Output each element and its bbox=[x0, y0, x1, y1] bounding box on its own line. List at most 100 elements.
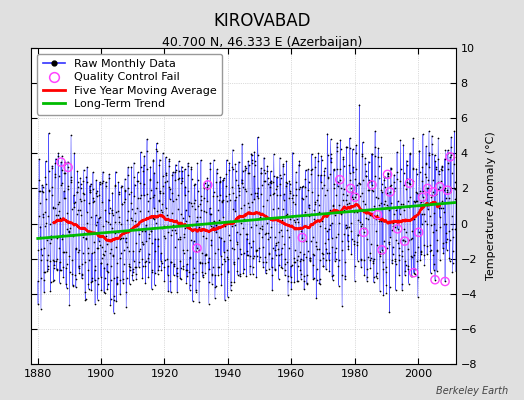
Point bbox=[307, 166, 315, 173]
Point bbox=[181, 166, 189, 172]
Point bbox=[195, 259, 204, 265]
Point bbox=[176, 258, 184, 264]
Point bbox=[327, 155, 335, 161]
Point bbox=[447, 212, 456, 219]
Point bbox=[271, 252, 280, 258]
Point bbox=[361, 224, 369, 231]
Point bbox=[58, 167, 66, 173]
Point bbox=[450, 178, 458, 185]
Point bbox=[324, 175, 332, 182]
Point bbox=[350, 209, 358, 216]
Point bbox=[206, 166, 215, 173]
Point bbox=[425, 128, 433, 134]
Point bbox=[329, 277, 337, 283]
Point bbox=[295, 158, 303, 164]
Point bbox=[206, 223, 215, 229]
Point bbox=[222, 192, 230, 199]
Point bbox=[47, 278, 55, 285]
Point bbox=[201, 252, 209, 258]
Point bbox=[162, 170, 170, 176]
Point bbox=[134, 194, 143, 201]
Point bbox=[291, 201, 300, 208]
Point bbox=[61, 160, 69, 167]
Point bbox=[49, 277, 58, 283]
Point bbox=[264, 175, 272, 181]
Point bbox=[66, 224, 74, 231]
Point bbox=[38, 182, 46, 188]
Point bbox=[157, 250, 165, 256]
Point bbox=[113, 281, 121, 287]
Point bbox=[305, 201, 313, 208]
Point bbox=[336, 137, 344, 143]
Point bbox=[43, 266, 52, 272]
Point bbox=[69, 221, 78, 228]
Point bbox=[89, 169, 97, 176]
Point bbox=[100, 264, 108, 271]
Point bbox=[49, 278, 58, 284]
Point bbox=[400, 238, 409, 244]
Point bbox=[105, 205, 114, 211]
Point bbox=[92, 193, 101, 200]
Point bbox=[364, 216, 372, 222]
Point bbox=[115, 236, 124, 242]
Point bbox=[325, 249, 333, 256]
Point bbox=[243, 252, 252, 258]
Point bbox=[53, 212, 62, 218]
Point bbox=[361, 155, 369, 161]
Point bbox=[248, 198, 257, 205]
Point bbox=[289, 192, 297, 198]
Point bbox=[407, 236, 415, 242]
Point bbox=[110, 297, 118, 304]
Point bbox=[118, 235, 127, 241]
Point bbox=[208, 237, 216, 244]
Point bbox=[322, 250, 331, 256]
Point bbox=[95, 238, 103, 244]
Point bbox=[185, 199, 193, 205]
Point bbox=[340, 186, 348, 192]
Point bbox=[257, 170, 266, 176]
Point bbox=[367, 212, 375, 218]
Point bbox=[155, 198, 163, 204]
Point bbox=[423, 185, 432, 192]
Point bbox=[117, 221, 125, 227]
Point bbox=[42, 196, 50, 203]
Point bbox=[127, 164, 136, 170]
Point bbox=[241, 163, 249, 170]
Point bbox=[323, 174, 332, 180]
Point bbox=[50, 262, 59, 268]
Point bbox=[297, 271, 305, 278]
Point bbox=[184, 172, 193, 178]
Point bbox=[261, 270, 270, 277]
Point bbox=[301, 167, 310, 173]
Point bbox=[177, 180, 185, 186]
Point bbox=[76, 196, 84, 202]
Point bbox=[281, 272, 289, 279]
Point bbox=[58, 236, 67, 242]
Point bbox=[304, 178, 313, 185]
Point bbox=[179, 266, 188, 272]
Point bbox=[34, 278, 42, 284]
Point bbox=[147, 228, 156, 234]
Point bbox=[310, 252, 318, 258]
Point bbox=[309, 262, 317, 268]
Point bbox=[161, 205, 170, 211]
Point bbox=[263, 197, 271, 203]
Point bbox=[57, 159, 65, 165]
Point bbox=[362, 215, 370, 221]
Point bbox=[291, 247, 299, 253]
Point bbox=[227, 244, 236, 251]
Point bbox=[168, 189, 176, 196]
Point bbox=[406, 151, 414, 157]
Point bbox=[362, 173, 370, 180]
Point bbox=[299, 251, 308, 258]
Point bbox=[52, 258, 60, 264]
Point bbox=[98, 180, 106, 186]
Point bbox=[78, 260, 86, 267]
Point bbox=[293, 278, 301, 285]
Point bbox=[38, 189, 47, 195]
Point bbox=[285, 245, 293, 251]
Point bbox=[102, 183, 111, 190]
Point bbox=[86, 189, 94, 195]
Point bbox=[424, 177, 433, 183]
Point bbox=[293, 257, 301, 263]
